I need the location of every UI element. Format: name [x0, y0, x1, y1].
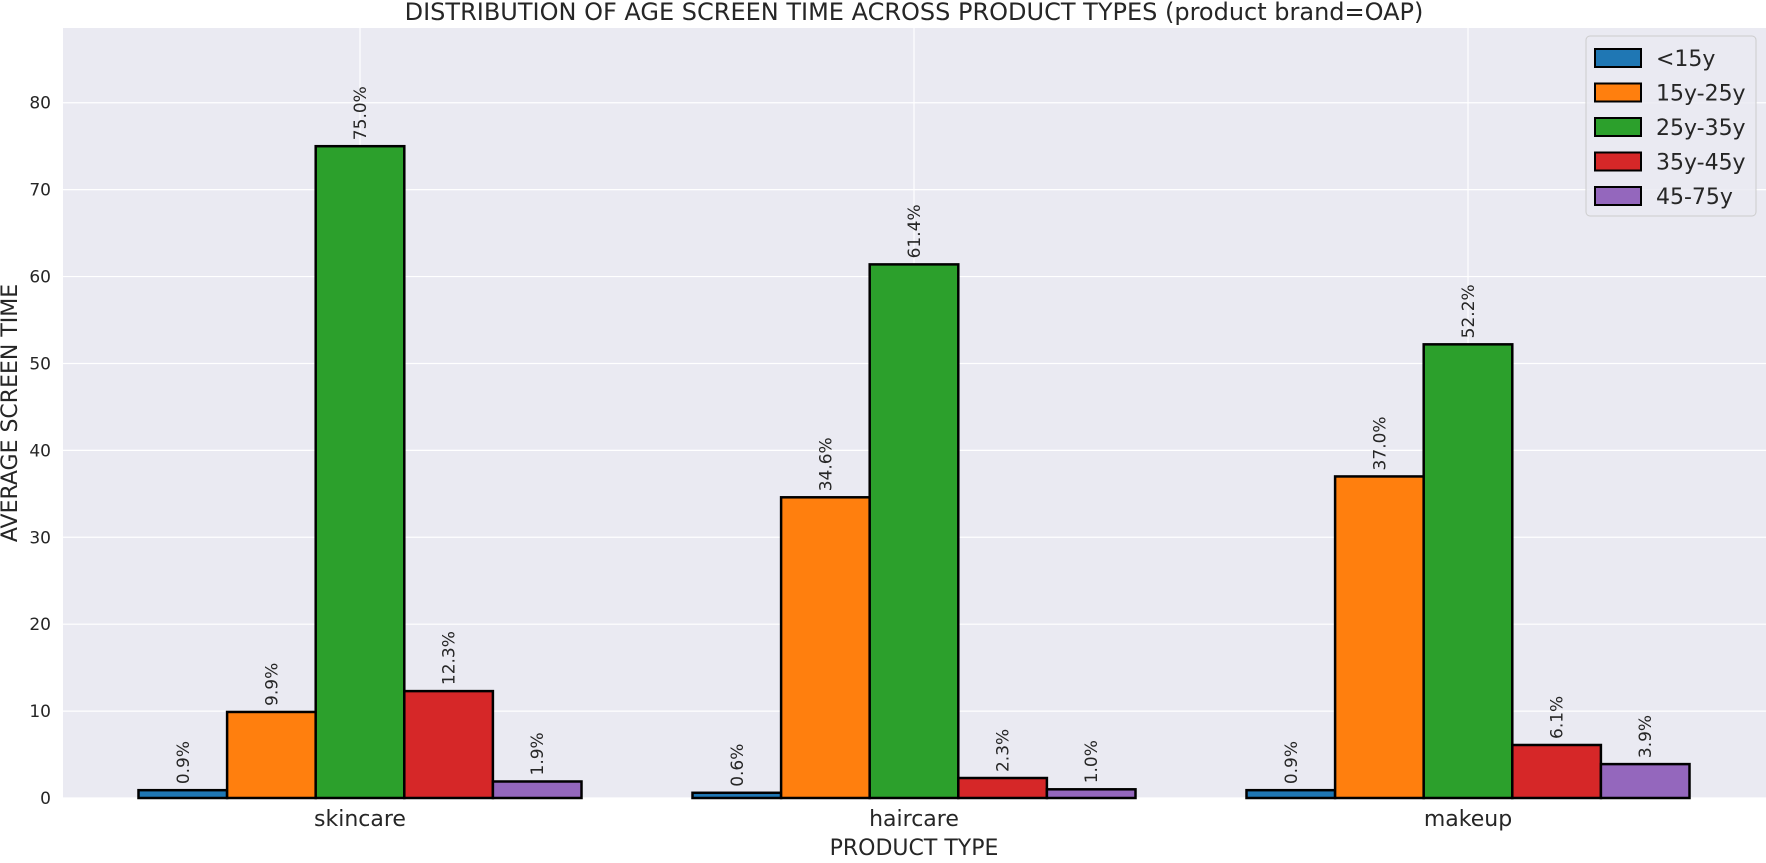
bar	[491, 780, 583, 800]
bar	[403, 689, 495, 800]
legend-swatch	[1594, 151, 1642, 172]
axis-ticks: 0 10 20 30 40 50 60 70 80 skincare haircare makeup	[29, 94, 1512, 832]
bar	[225, 710, 317, 800]
bar	[779, 496, 871, 800]
y-tick-label: 30	[29, 528, 51, 548]
bar	[691, 791, 783, 800]
data-label: 9.9%	[262, 663, 282, 706]
legend-swatch	[1594, 82, 1642, 103]
legend-swatch	[1594, 48, 1642, 68]
bar	[1333, 475, 1425, 800]
legend-label: 35y-45y	[1656, 151, 1746, 176]
data-label: 2.3%	[994, 729, 1014, 772]
bar	[1245, 788, 1337, 800]
category-label: haircare	[869, 807, 959, 832]
data-label: 0.9%	[174, 741, 194, 784]
bar	[1045, 788, 1137, 800]
legend: <15y 15y-25y 25y-35y 35y-45y 45-75y	[1585, 35, 1757, 217]
y-tick-label: 10	[29, 702, 51, 722]
y-tick-label: 50	[29, 354, 51, 374]
y-tick-label: 40	[29, 441, 51, 461]
chart-title: DISTRIBUTION OF AGE SCREEN TIME ACROSS P…	[405, 0, 1424, 26]
data-label: 75.0%	[351, 86, 371, 140]
bar	[1599, 762, 1691, 800]
category-label: makeup	[1424, 807, 1512, 832]
legend-label: <15y	[1656, 47, 1715, 72]
data-label: 61.4%	[905, 204, 925, 258]
x-axis-label: PRODUCT TYPE	[830, 836, 999, 859]
bars	[137, 144, 1691, 800]
y-axis-label: AVERAGE SCREEN TIME	[0, 284, 23, 542]
data-label: 12.3%	[440, 631, 460, 685]
y-tick-label: 20	[29, 615, 51, 635]
bar	[1511, 743, 1603, 800]
legend-swatch	[1594, 186, 1642, 206]
y-tick-label: 80	[29, 94, 51, 114]
bar	[314, 144, 406, 800]
data-label: 34.6%	[816, 437, 836, 491]
bar	[957, 776, 1049, 800]
data-label: 1.0%	[1082, 740, 1102, 783]
legend-label: 15y-25y	[1656, 82, 1746, 107]
data-label: 37.0%	[1370, 416, 1390, 470]
legend-label: 45-75y	[1656, 185, 1733, 210]
bar	[137, 788, 229, 800]
data-label: 6.1%	[1548, 696, 1568, 739]
legend-swatch	[1594, 117, 1642, 137]
data-label: 0.9%	[1282, 741, 1302, 784]
y-tick-label: 60	[29, 268, 51, 288]
data-label: 3.9%	[1636, 715, 1656, 758]
data-labels: 0.9% 0.6% 0.9% 9.9% 34.6% 37.0% 75.0% 61.4% 52.2…	[174, 86, 1656, 787]
bar	[1422, 343, 1514, 800]
data-label: 0.6%	[728, 744, 748, 787]
y-tick-label: 70	[29, 181, 51, 201]
data-label: 1.9%	[528, 732, 548, 775]
y-tick-label: 0	[40, 789, 51, 809]
category-label: skincare	[314, 807, 406, 832]
data-label: 52.2%	[1459, 284, 1479, 338]
legend-label: 25y-35y	[1656, 116, 1746, 141]
bar	[868, 263, 960, 800]
